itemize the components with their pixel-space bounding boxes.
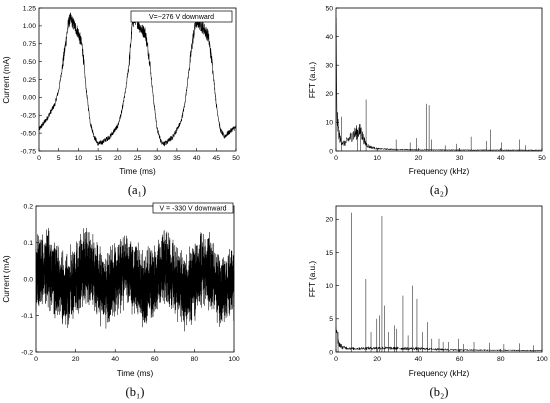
a1-ylabel: Current (mA) xyxy=(2,56,11,104)
a1-caption: (a₁) xyxy=(128,183,146,197)
a2-xtick-label: 0 xyxy=(334,155,338,162)
b1-ytick-label: 0.0 xyxy=(24,276,34,283)
a2-xtick-label: 20 xyxy=(415,155,423,162)
a2-ticks xyxy=(335,7,543,152)
b2-xtick-label: 100 xyxy=(536,356,548,363)
panel-a1: 0 5 10 15 20 25 30 35 40 45 50 -0.75 -0.50 -0.25 0.00 0… xyxy=(2,5,240,197)
a1-ticks xyxy=(38,7,237,152)
a1-xtick-label: 35 xyxy=(173,155,181,162)
a1-xlabel: Time (ms) xyxy=(119,167,156,176)
a1-ytick-label: -0.50 xyxy=(21,130,37,137)
a1-xtick-label: 0 xyxy=(37,155,41,162)
b1-xtick-label: 40 xyxy=(111,356,119,363)
b1-xtick-label: 0 xyxy=(34,356,38,363)
b2-xtick-label: 60 xyxy=(456,356,464,363)
a1-tick-labels: 0 5 10 15 20 25 30 35 40 45 50 -0.75 -0.50 -0.25 0.00 0… xyxy=(21,5,240,162)
a2-xtick-label: 50 xyxy=(538,155,546,162)
a1-annotation-box xyxy=(130,10,233,23)
b1-ytick-label: 0.2 xyxy=(24,203,34,210)
b2-xtick-label: 80 xyxy=(497,356,505,363)
a1-ytick-label: 1.25 xyxy=(23,5,36,12)
a2-xtick-label: 40 xyxy=(497,155,505,162)
a1-xtick-label: 40 xyxy=(193,155,201,162)
a1-ytick-label: 1.00 xyxy=(23,23,36,30)
b1-annotation: V = -330 V downward xyxy=(159,206,226,213)
panel-b2: 0 20 40 60 80 100 0 5 10 15 20 Frequency (kHz) FFT… xyxy=(308,205,548,399)
b1-xtick-label: 100 xyxy=(228,356,240,363)
a1-xtick-label: 15 xyxy=(94,155,102,162)
a1-xtick-label: 10 xyxy=(75,155,83,162)
a2-caption: (a₂) xyxy=(430,183,448,197)
a2-ylabel: FFT (a.u.) xyxy=(308,62,317,99)
b1-ytick-label: 0.1 xyxy=(24,240,34,247)
a1-xtick-label: 20 xyxy=(114,155,122,162)
a1-ytick-label: -0.75 xyxy=(21,148,37,155)
a2-ytick-label: 0 xyxy=(329,148,333,155)
a1-ytick-label: -0.25 xyxy=(21,113,37,120)
a2-ytick-label: 50 xyxy=(325,5,333,12)
b2-series xyxy=(335,212,543,352)
a1-ytick-label: 0.75 xyxy=(23,41,36,48)
b2-xtick-label: 40 xyxy=(415,356,423,363)
a2-xlabel: Frequency (kHz) xyxy=(409,167,470,176)
panel-a2: 0 10 20 30 40 50 0 10 20 30 40 50 Frequency (kHz) F… xyxy=(308,5,546,197)
a1-annotation: V=−276 V downward xyxy=(149,14,214,21)
b2-ylabel: FFT (a.u.) xyxy=(308,261,317,298)
a2-ytick-label: 40 xyxy=(325,34,333,41)
panel-b1: 0 20 40 60 80 100 -0.2 -0.1 0.0 0.1 0.2 V = -330 V… xyxy=(2,202,240,399)
b1-current-trace xyxy=(35,227,235,332)
b1-series xyxy=(35,227,235,332)
a1-ytick-label: 0.00 xyxy=(23,95,36,102)
a2-xtick-label: 30 xyxy=(456,155,464,162)
b2-ytick-label: 10 xyxy=(325,283,333,290)
b1-ytick-label: -0.2 xyxy=(21,349,33,356)
b1-ytick-label: -0.1 xyxy=(21,313,33,320)
b1-xlabel: Time (ms) xyxy=(117,369,154,378)
a2-ytick-label: 10 xyxy=(325,120,333,127)
a1-series xyxy=(38,12,237,147)
b2-ytick-label: 20 xyxy=(325,217,333,224)
a2-xtick-label: 10 xyxy=(373,155,381,162)
a1-current-trace xyxy=(38,12,237,147)
b2-xtick-label: 20 xyxy=(373,356,381,363)
b1-caption: (b₁) xyxy=(126,385,145,399)
b2-ytick-label: 0 xyxy=(329,349,333,356)
a1-xtick-label: 5 xyxy=(57,155,61,162)
a2-ytick-label: 30 xyxy=(325,63,333,70)
a2-series xyxy=(335,17,543,152)
a1-xtick-label: 45 xyxy=(213,155,221,162)
b2-ytick-label: 15 xyxy=(325,250,333,257)
a2-spectrum-baseline xyxy=(335,17,543,152)
b2-tick-labels: 0 20 40 60 80 100 0 5 10 15 20 xyxy=(325,217,547,363)
b2-plot-frame xyxy=(335,205,543,353)
a2-plot-frame xyxy=(335,7,543,152)
a1-ytick-label: 0.25 xyxy=(23,77,36,84)
a1-xtick-label: 50 xyxy=(232,155,240,162)
a1-xtick-label: 30 xyxy=(153,155,161,162)
a1-xtick-label: 25 xyxy=(134,155,142,162)
a1-ytick-label: 0.50 xyxy=(23,59,36,66)
b1-annotation-box xyxy=(152,202,234,214)
b1-tick-labels: 0 20 40 60 80 100 -0.2 -0.1 0.0 0.1 0.2 xyxy=(21,203,240,363)
b2-ticks xyxy=(335,218,543,353)
b1-xtick-label: 20 xyxy=(72,356,80,363)
b2-ytick-label: 5 xyxy=(329,316,333,323)
a2-tick-labels: 0 10 20 30 40 50 0 10 20 30 40 50 xyxy=(325,5,546,162)
b1-xtick-label: 60 xyxy=(151,356,159,363)
a2-ytick-label: 20 xyxy=(325,91,333,98)
b2-xlabel: Frequency (kHz) xyxy=(409,369,470,378)
b2-caption: (b₂) xyxy=(430,385,449,399)
b1-ylabel: Current (mA) xyxy=(2,255,11,303)
b1-xtick-label: 80 xyxy=(191,356,199,363)
b2-xtick-label: 0 xyxy=(334,356,338,363)
